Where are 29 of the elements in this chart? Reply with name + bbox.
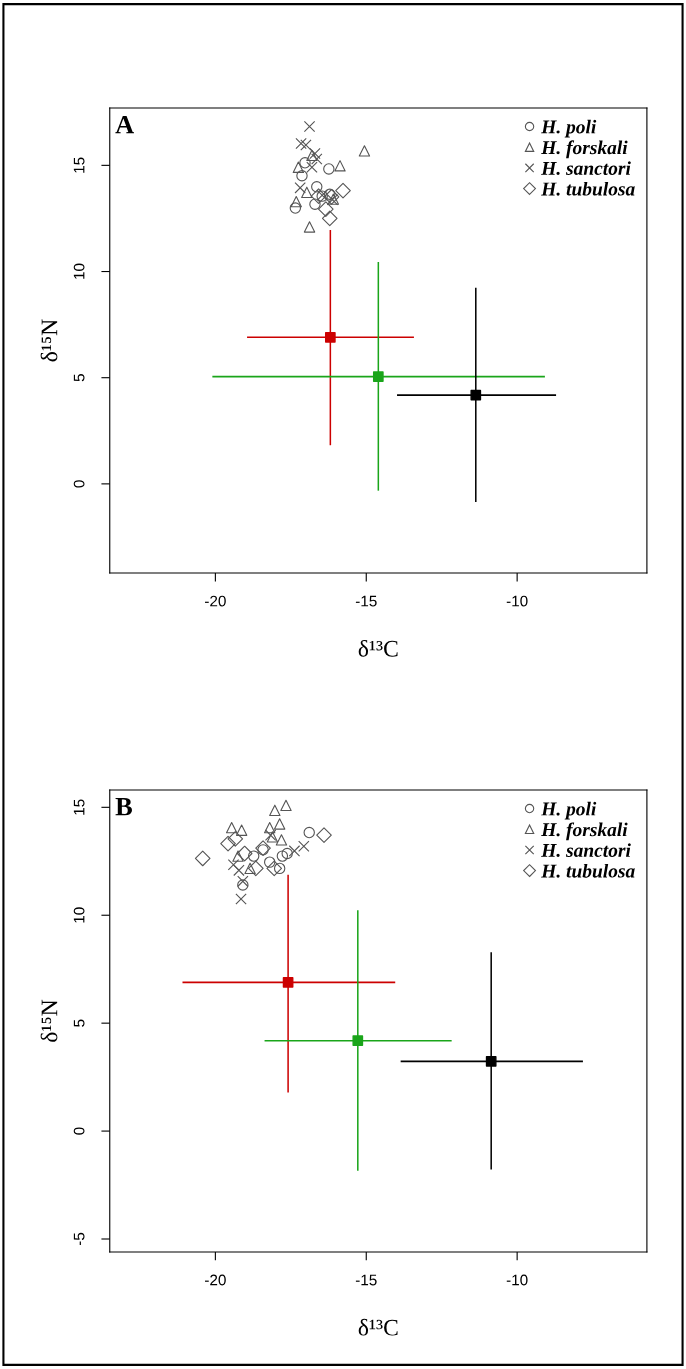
y-tick-label: 5 [73,374,85,382]
legend-label: H. tubulosa [541,863,635,878]
y-tick-label: 10 [73,263,85,279]
x-axis-title: δ¹³C [358,639,398,657]
x-axis-title: δ¹³C [358,1318,398,1336]
legend-label: H. forskali [541,140,628,159]
legend-label: H. sanctori [541,843,631,858]
y-axis-title: δ¹⁵N [40,999,58,1042]
legend-label: H. forskali [541,822,628,841]
y-tick-label: -5 [73,1232,85,1246]
y-tick-label: 15 [73,799,85,815]
x-tick-label: -20 [205,595,226,607]
legend-label: H. poli [541,801,597,820]
legend-label: H. poli [541,119,597,138]
y-tick-label: 5 [73,1019,85,1027]
annotation: A [115,115,134,134]
legend-label: H. sanctori [541,161,631,175]
x-tick-label: -15 [355,595,377,607]
legend-label: H. tubulosa [541,181,635,196]
x-tick-label: -20 [205,1274,226,1286]
x-tick-label: -10 [506,595,528,607]
y-tick-label: 0 [73,1127,85,1135]
y-tick-label: 15 [73,157,85,173]
annotation: B [115,798,132,816]
x-tick-label: -10 [506,1274,528,1286]
y-tick-label: 10 [73,907,85,923]
y-axis-title: δ¹⁵N [40,319,58,362]
x-tick-label: -15 [355,1274,377,1286]
y-tick-label: 0 [73,480,85,488]
